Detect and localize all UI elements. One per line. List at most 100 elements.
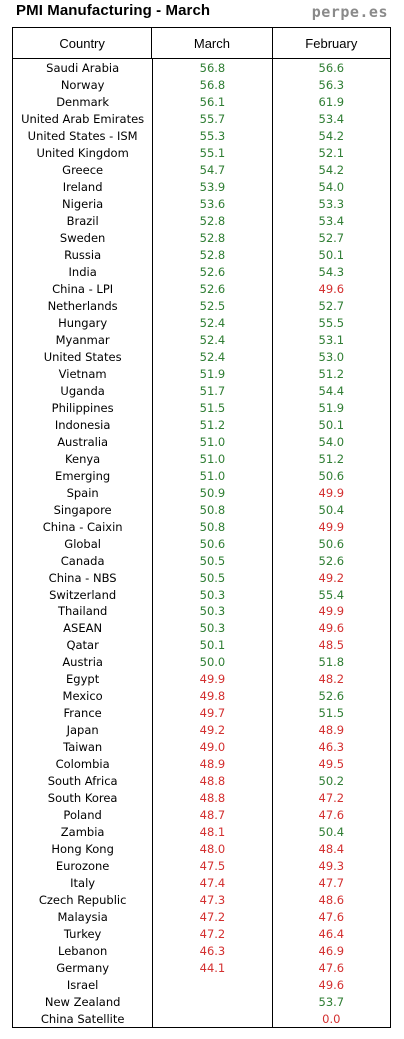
table-row: Philippines 51.5 51.9 bbox=[13, 399, 390, 416]
march-value-cell: 48.1 bbox=[199, 825, 226, 840]
march-value-cell: 51.2 bbox=[199, 417, 226, 432]
country-cell: South Korea bbox=[47, 791, 118, 806]
table-row: Kenya 51.0 51.2 bbox=[13, 450, 390, 467]
country-cell: Mexico bbox=[62, 689, 103, 704]
february-value-cell: 49.3 bbox=[318, 859, 345, 874]
table-row: Brazil 52.8 53.4 bbox=[13, 213, 390, 230]
march-value-cell: 52.6 bbox=[199, 282, 226, 297]
march-value-cell: 49.7 bbox=[199, 706, 226, 721]
country-cell: Italy bbox=[70, 875, 96, 890]
february-value-cell: 49.6 bbox=[318, 621, 345, 636]
table-row: Colombia 48.9 49.5 bbox=[13, 756, 390, 773]
country-cell: Ireland bbox=[62, 180, 103, 195]
february-value-cell: 47.6 bbox=[318, 808, 345, 823]
february-value-cell: 55.4 bbox=[318, 587, 345, 602]
table-row: Global 50.6 50.6 bbox=[13, 535, 390, 552]
february-value-cell: 51.9 bbox=[318, 400, 345, 415]
table-row: Hungary 52.4 55.5 bbox=[13, 315, 390, 332]
march-value-cell: 52.8 bbox=[199, 214, 226, 229]
march-value-cell: 49.8 bbox=[199, 689, 226, 704]
february-value-cell: 51.2 bbox=[318, 451, 345, 466]
march-value-cell: 53.6 bbox=[199, 197, 226, 212]
february-value-cell: 48.4 bbox=[318, 842, 345, 857]
table-row: Sweden 52.8 52.7 bbox=[13, 230, 390, 247]
country-cell: China - LPI bbox=[52, 282, 114, 297]
february-value-cell: 47.6 bbox=[318, 909, 345, 924]
table-row: Qatar 50.1 48.5 bbox=[13, 637, 390, 654]
table-row: Indonesia 51.2 50.1 bbox=[13, 416, 390, 433]
february-value-cell: 53.4 bbox=[318, 214, 345, 229]
country-cell: Japan bbox=[66, 723, 99, 738]
march-value-cell: 47.5 bbox=[199, 859, 226, 874]
table-row: Saudi Arabia 56.8 56.6 bbox=[13, 60, 390, 77]
country-cell: Sweden bbox=[59, 231, 106, 246]
february-value-cell: 53.4 bbox=[318, 112, 345, 127]
february-value-cell: 49.5 bbox=[318, 757, 345, 772]
march-value-cell: 50.0 bbox=[199, 655, 226, 670]
table-row: Egypt 49.9 48.2 bbox=[13, 671, 390, 688]
table-row: Taiwan 49.0 46.3 bbox=[13, 739, 390, 756]
country-cell: Canada bbox=[60, 553, 105, 568]
march-value-cell: 47.2 bbox=[199, 926, 226, 941]
march-value-cell: 44.1 bbox=[199, 960, 226, 975]
february-value-cell: 52.1 bbox=[318, 146, 345, 161]
header-country: Country bbox=[13, 28, 153, 58]
march-value-cell: 51.0 bbox=[199, 434, 226, 449]
table-row: South Korea 48.8 47.2 bbox=[13, 790, 390, 807]
march-value-cell: 51.5 bbox=[199, 400, 226, 415]
table-row: Uganda 51.7 54.4 bbox=[13, 382, 390, 399]
march-value-cell: 49.9 bbox=[199, 672, 226, 687]
february-value-cell: 51.5 bbox=[318, 706, 345, 721]
table-row: Canada 50.5 52.6 bbox=[13, 552, 390, 569]
february-value-cell: 48.2 bbox=[318, 672, 345, 687]
march-value-cell: 50.5 bbox=[199, 570, 226, 585]
march-value-cell: 52.8 bbox=[199, 231, 226, 246]
march-value-cell: 50.3 bbox=[199, 621, 226, 636]
table-row: United Kingdom 55.1 52.1 bbox=[13, 145, 390, 162]
country-cell: Denmark bbox=[56, 95, 110, 110]
march-value-cell: 56.1 bbox=[199, 95, 226, 110]
country-cell: Malaysia bbox=[57, 909, 108, 924]
table-row: Denmark 56.1 61.9 bbox=[13, 94, 390, 111]
table-row: Israel 49.6 bbox=[13, 976, 390, 993]
march-value-cell: 52.4 bbox=[199, 349, 226, 364]
country-cell: Lebanon bbox=[58, 943, 108, 958]
country-cell: Philippines bbox=[51, 400, 114, 415]
country-cell: South Africa bbox=[47, 774, 118, 789]
country-cell: Nigeria bbox=[62, 197, 104, 212]
table-row: China - NBS 50.5 49.2 bbox=[13, 569, 390, 586]
country-cell: Czech Republic bbox=[38, 892, 127, 907]
country-cell: Colombia bbox=[55, 757, 110, 772]
table-row: Singapore 50.8 50.4 bbox=[13, 501, 390, 518]
table-row: Lebanon 46.3 46.9 bbox=[13, 942, 390, 959]
february-value-cell: 54.4 bbox=[318, 383, 345, 398]
country-cell: Israel bbox=[66, 977, 99, 992]
february-value-cell: 48.6 bbox=[318, 892, 345, 907]
table-row: Germany 44.1 47.6 bbox=[13, 959, 390, 976]
february-value-cell: 46.4 bbox=[318, 926, 345, 941]
february-value-cell: 48.5 bbox=[318, 638, 345, 653]
march-value-cell: 51.0 bbox=[199, 451, 226, 466]
header-february: February bbox=[305, 35, 358, 51]
february-value-cell: 52.7 bbox=[318, 299, 345, 314]
march-value-cell: 46.3 bbox=[199, 943, 226, 958]
march-value-cell: 50.8 bbox=[199, 519, 226, 534]
march-value-cell: 50.8 bbox=[199, 502, 226, 517]
country-cell: Zambia bbox=[60, 825, 105, 840]
february-value-cell: 52.7 bbox=[318, 231, 345, 246]
march-value-cell: 50.3 bbox=[199, 587, 226, 602]
march-value-cell: 50.6 bbox=[199, 536, 226, 551]
february-value-cell: 50.4 bbox=[318, 502, 345, 517]
country-cell: United States bbox=[43, 349, 122, 364]
march-value-cell: 56.8 bbox=[199, 78, 226, 93]
country-cell: Hong Kong bbox=[51, 842, 114, 857]
table-row: Poland 48.7 47.6 bbox=[13, 807, 390, 824]
country-cell: France bbox=[63, 706, 102, 721]
country-cell: United Kingdom bbox=[36, 146, 129, 161]
country-cell: ASEAN bbox=[63, 621, 103, 636]
march-value-cell: 50.5 bbox=[199, 553, 226, 568]
february-value-cell: 46.9 bbox=[318, 943, 345, 958]
march-value-cell: 52.4 bbox=[199, 332, 226, 347]
page-title: PMI Manufacturing - March bbox=[16, 2, 211, 19]
country-cell: China - Caixin bbox=[42, 519, 123, 534]
